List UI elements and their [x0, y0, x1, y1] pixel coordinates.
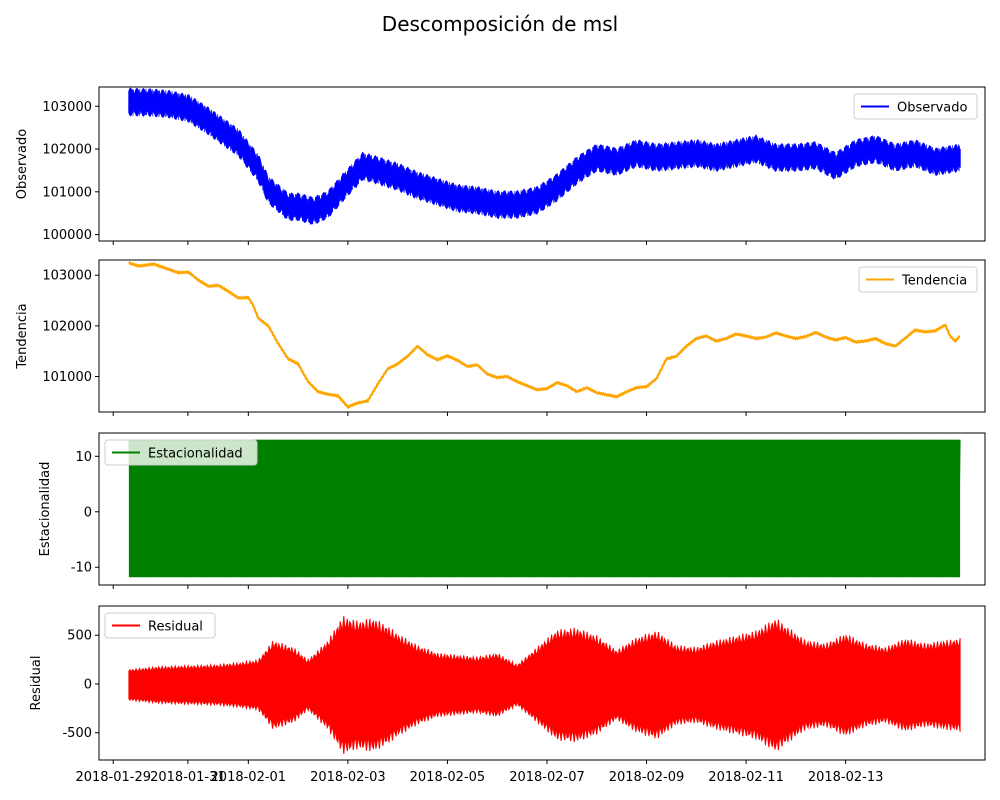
- ytick-label: 101000: [42, 370, 92, 385]
- observado-line: [128, 88, 961, 225]
- legend-box: [858, 266, 978, 293]
- ytick-label: 102000: [42, 143, 92, 158]
- legend-label: Estacionalidad: [148, 447, 243, 462]
- ylabel-estacionalidad: Estacionalidad: [38, 462, 53, 557]
- ylabel-tendencia: Tendencia: [15, 303, 30, 369]
- panel-residual: -500 0 500 Residual Residual: [29, 605, 986, 764]
- series-residual: [128, 615, 961, 754]
- ylabel-residual: Residual: [29, 656, 44, 711]
- legend-tendencia: Tendencia: [858, 266, 978, 293]
- ytick-label: 0: [84, 677, 92, 692]
- xtick-label: 2018-02-05: [410, 770, 486, 785]
- panel-observado: 100000 101000 102000 103000 Observado Observa…: [15, 86, 986, 245]
- legend-box: [853, 93, 978, 120]
- axes-frame-tendencia: [98, 259, 986, 413]
- legend-observado: Observado: [853, 93, 978, 120]
- ytick-label: 102000: [42, 319, 92, 334]
- axes-frame-observado: [98, 86, 986, 242]
- legend-residual: Residual: [104, 612, 216, 639]
- axes-frame-residual: [98, 605, 986, 761]
- xtick-label: 2018-02-03: [310, 770, 386, 785]
- series-observado: [128, 87, 961, 225]
- panel-tendencia: 101000 102000 103000 Tendencia Tendencia: [15, 259, 986, 416]
- axes-frame-estacionalidad: [98, 432, 986, 586]
- xtick-label: 2018-02-11: [708, 770, 784, 785]
- xtick-label: 2018-02-07: [509, 770, 585, 785]
- xtick-label: 2018-01-31: [150, 770, 226, 785]
- ytick-label: 103000: [42, 269, 92, 284]
- legend-box: [104, 612, 216, 639]
- ylabel-observado: Observado: [15, 129, 30, 200]
- ytick-label: 103000: [42, 100, 92, 115]
- xtick-label: 2018-02-09: [609, 770, 685, 785]
- legend-label: Residual: [148, 620, 203, 635]
- ytick-label: 500: [67, 629, 92, 644]
- series-tendencia: [128, 261, 961, 410]
- tendencia-line: [128, 261, 961, 410]
- xtick-label: 2018-02-01: [211, 770, 287, 785]
- figure-title: Descomposición de msl: [381, 12, 619, 36]
- legend-box: [104, 439, 258, 466]
- legend-label: Observado: [897, 101, 968, 116]
- panel-estacionalidad: -10 0 10 Estacionalidad Estacionalidad: [38, 432, 986, 589]
- series-estacionalidad: [128, 439, 961, 578]
- xtick-label: 2018-02-13: [808, 770, 884, 785]
- residual-band: [128, 615, 961, 754]
- ytick-label: 100000: [42, 228, 92, 243]
- ytick-label: 10: [75, 450, 92, 465]
- ytick-label: 101000: [42, 185, 92, 200]
- ytick-label: -500: [62, 726, 92, 741]
- estacionalidad-line: [128, 439, 961, 578]
- xtick-label: 2018-01-29: [75, 770, 151, 785]
- legend-label: Tendencia: [901, 274, 967, 289]
- legend-estacionalidad: Estacionalidad: [104, 439, 258, 466]
- ytick-label: 0: [84, 505, 92, 520]
- ytick-label: -10: [71, 561, 92, 576]
